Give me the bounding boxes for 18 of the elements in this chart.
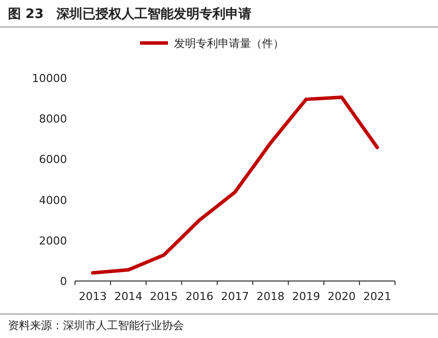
x-tick-label: 2014 [114, 290, 142, 303]
y-tick-label: 6000 [39, 153, 67, 166]
y-tick-label: 2000 [39, 234, 67, 248]
x-tick-label: 2018 [256, 290, 285, 303]
x-tick-label: 2020 [328, 290, 356, 303]
y-tick-label: 0 [60, 275, 67, 288]
x-tick-label: 2021 [363, 290, 392, 303]
legend-label: 发明专利申请量（件） [174, 37, 284, 50]
y-tick-label: 8000 [39, 112, 67, 126]
x-tick-label: 2015 [150, 290, 178, 303]
x-tick-label: 2016 [185, 290, 214, 303]
text: 资料来源：深圳市人工智能行业协会 [8, 319, 184, 332]
y-tick-label: 10000 [32, 72, 67, 85]
x-tick-label: 2013 [78, 290, 107, 303]
y-tick-label: 4000 [39, 194, 67, 207]
x-tick-label: 2019 [292, 290, 320, 303]
chart-title: 图 23 深圳已授权人工智能发明专利申请 [8, 6, 252, 22]
x-tick-label: 2017 [221, 290, 249, 303]
